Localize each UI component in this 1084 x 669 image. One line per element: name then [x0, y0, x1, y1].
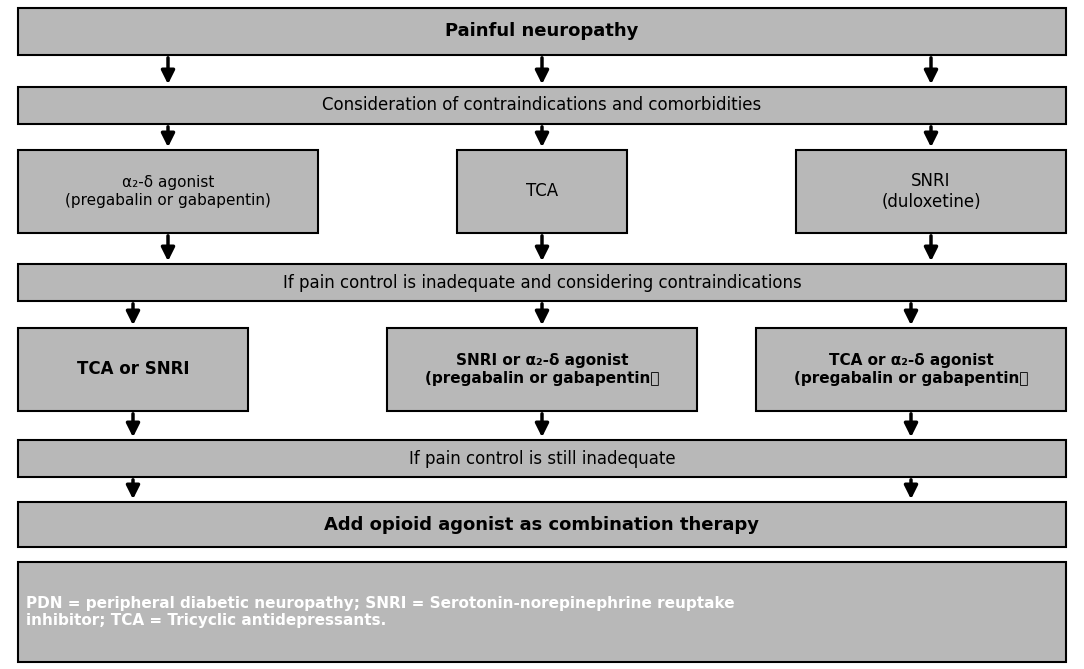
Text: Painful neuropathy: Painful neuropathy	[446, 23, 638, 41]
Text: PDN = peripheral diabetic neuropathy; SNRI = Serotonin-norepinephrine reuptake
i: PDN = peripheral diabetic neuropathy; SN…	[26, 596, 735, 628]
Text: SNRI or α₂-δ agonist
(pregabalin or gabapentin）: SNRI or α₂-δ agonist (pregabalin or gaba…	[425, 353, 659, 386]
Text: TCA: TCA	[526, 183, 558, 201]
Text: Add opioid agonist as combination therapy: Add opioid agonist as combination therap…	[324, 516, 760, 533]
FancyBboxPatch shape	[18, 87, 1066, 124]
Text: Consideration of contraindications and comorbidities: Consideration of contraindications and c…	[322, 96, 762, 114]
Text: TCA or α₂-δ agonist
(pregabalin or gabapentin）: TCA or α₂-δ agonist (pregabalin or gabap…	[793, 353, 1029, 386]
FancyBboxPatch shape	[18, 150, 318, 233]
FancyBboxPatch shape	[457, 150, 627, 233]
FancyBboxPatch shape	[18, 328, 248, 411]
Text: α₂-δ agonist
(pregabalin or gabapentin): α₂-δ agonist (pregabalin or gabapentin)	[65, 175, 271, 207]
Text: TCA or SNRI: TCA or SNRI	[77, 361, 190, 379]
FancyBboxPatch shape	[18, 440, 1066, 477]
Text: If pain control is inadequate and considering contraindications: If pain control is inadequate and consid…	[283, 274, 801, 292]
FancyBboxPatch shape	[18, 562, 1066, 662]
FancyBboxPatch shape	[796, 150, 1066, 233]
FancyBboxPatch shape	[18, 502, 1066, 547]
Text: If pain control is still inadequate: If pain control is still inadequate	[409, 450, 675, 468]
Text: SNRI
(duloxetine): SNRI (duloxetine)	[881, 172, 981, 211]
FancyBboxPatch shape	[756, 328, 1066, 411]
FancyBboxPatch shape	[387, 328, 697, 411]
FancyBboxPatch shape	[18, 8, 1066, 55]
FancyBboxPatch shape	[18, 264, 1066, 301]
